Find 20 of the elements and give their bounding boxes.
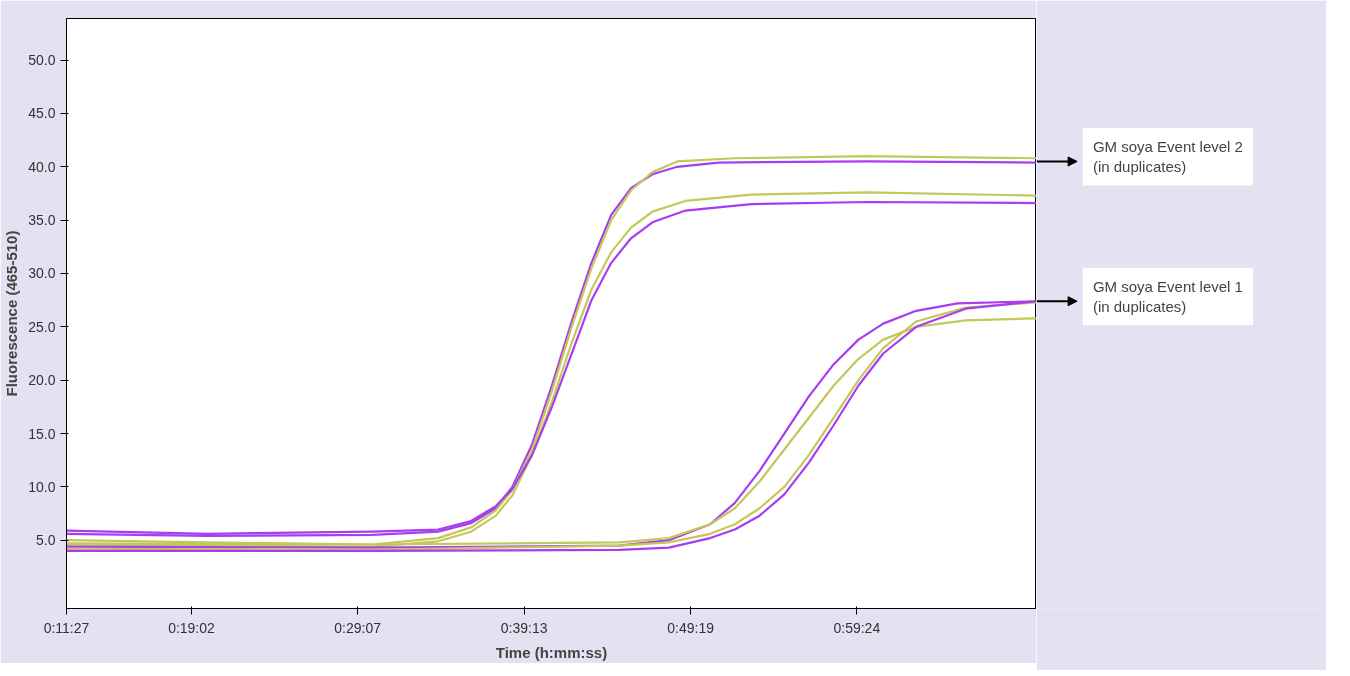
annotation: GM soya Event level 1 (in duplicates) bbox=[1092, 277, 1243, 316]
y-tick-label: 50.0 bbox=[28, 52, 56, 69]
x-tick-label: 0:59:24 bbox=[833, 619, 881, 636]
annotation: GM soya Event level 2 (in duplicates) bbox=[1092, 138, 1243, 176]
x-tick-label: 0:29:07 bbox=[334, 619, 382, 636]
y-tick-label: 30.0 bbox=[28, 265, 56, 282]
x-tick-label: 0:39:13 bbox=[500, 619, 548, 636]
y-tick-label: 40.0 bbox=[28, 158, 56, 175]
y-tick-label: 45.0 bbox=[28, 105, 56, 122]
x-axis-title: Time (h:mm:ss) bbox=[495, 643, 608, 661]
x-tick-label: 0:19:02 bbox=[168, 619, 216, 636]
y-tick-label: 5.0 bbox=[36, 532, 56, 549]
x-tick-label: 0:11:27 bbox=[43, 619, 90, 636]
y-tick-label: 10.0 bbox=[28, 478, 56, 495]
y-tick-label: 25.0 bbox=[28, 318, 56, 335]
y-tick-label: 15.0 bbox=[28, 425, 56, 442]
y-tick-label: 20.0 bbox=[28, 372, 56, 389]
x-tick-label: 0:49:19 bbox=[667, 619, 715, 636]
y-axis-title: Fluorescence (465-510) bbox=[3, 230, 21, 397]
y-tick-label: 35.0 bbox=[28, 212, 56, 229]
